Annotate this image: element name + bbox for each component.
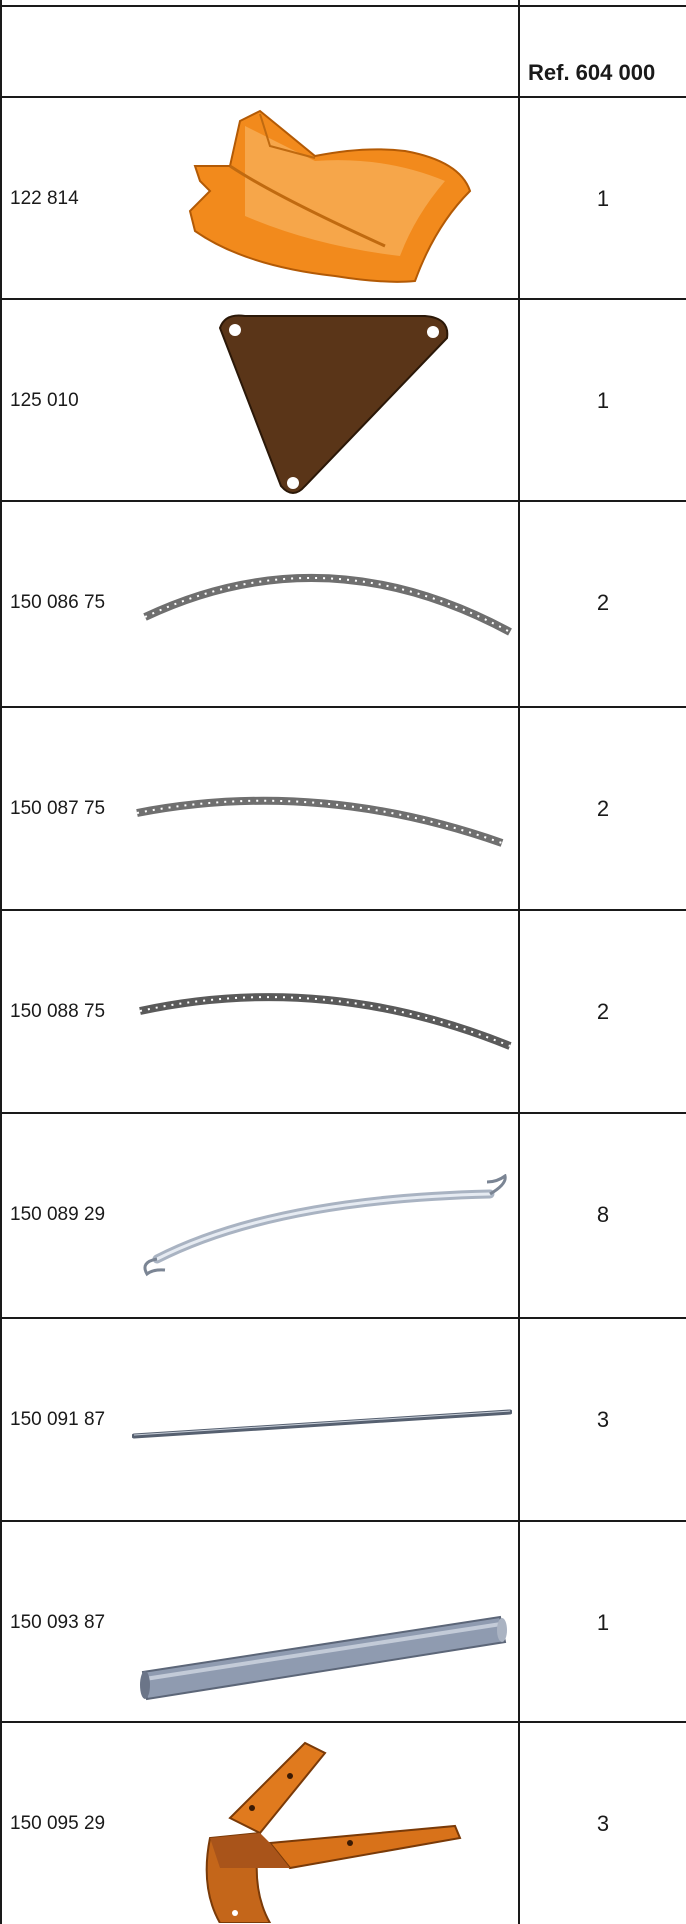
part-code: 150 088 75: [10, 1000, 106, 1022]
straight-tube-icon: [140, 1615, 507, 1701]
part-code: 122 814: [10, 187, 79, 209]
table-row: 122 814 1: [0, 98, 686, 299]
perforated-curved-rail-icon: [143, 573, 512, 636]
perforated-curved-rail-icon: [139, 993, 512, 1050]
row-divider: [0, 1520, 686, 1522]
table-row: 125 010 1: [0, 300, 686, 501]
row-divider: [0, 1721, 686, 1723]
row-divider: [0, 909, 686, 911]
quantity-value: 2: [596, 589, 610, 615]
row-divider: [0, 500, 686, 502]
quantity-value: 1: [596, 1609, 610, 1635]
table-row: 150 091 87 3: [0, 1319, 686, 1520]
table-border-left: [0, 0, 2, 1924]
row-divider: [0, 706, 686, 708]
thin-straight-rod-icon: [132, 1409, 512, 1439]
part-code: 150 086 75: [10, 591, 106, 613]
part-code: 150 087 75: [10, 797, 106, 819]
brown-triangular-plate-icon: [218, 314, 449, 494]
table-border-top: [0, 5, 686, 7]
quantity-value: 3: [596, 1810, 610, 1836]
row-divider: [0, 1112, 686, 1114]
table-row: 150 088 75 2: [0, 911, 686, 1112]
table-row: 150 089 29 8: [0, 1114, 686, 1315]
part-code: 125 010: [10, 389, 79, 411]
row-divider: [0, 298, 686, 300]
perforated-curved-rail-icon: [136, 796, 504, 847]
part-code: 150 091 87: [10, 1408, 106, 1430]
row-divider: [0, 96, 686, 98]
reference-header: Ref. 604 000: [528, 60, 656, 85]
quantity-value: 2: [596, 795, 610, 821]
table-row: 150 095 29 3: [0, 1723, 686, 1924]
part-code: 150 089 29: [10, 1203, 106, 1225]
part-code: 150 095 29: [10, 1812, 106, 1834]
table-row: 150 093 87 1: [0, 1522, 686, 1723]
column-divider: [518, 0, 520, 1924]
quantity-value: 1: [596, 185, 610, 211]
table-row: 150 087 75 2: [0, 708, 686, 909]
table-row: 150 086 75 2: [0, 502, 686, 703]
row-divider: [0, 1317, 686, 1319]
orange-bracket-icon: [205, 1741, 462, 1923]
quantity-value: 1: [596, 387, 610, 413]
quantity-value: 8: [596, 1201, 610, 1227]
quantity-value: 3: [596, 1406, 610, 1432]
orange-molded-seat-part-icon: [188, 109, 472, 283]
curved-tube-with-hooks-icon: [143, 1174, 507, 1277]
quantity-value: 2: [596, 998, 610, 1024]
part-code: 150 093 87: [10, 1611, 106, 1633]
